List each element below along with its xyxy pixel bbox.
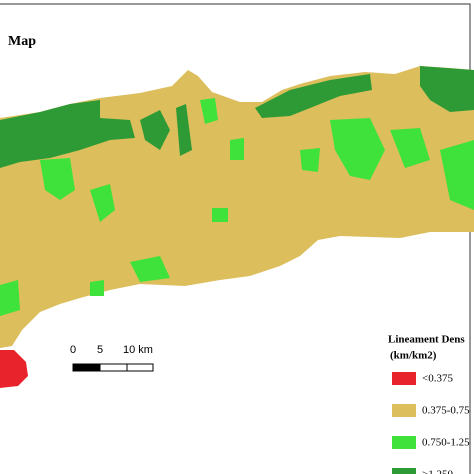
basin <box>0 66 474 388</box>
scale-label: 5 <box>97 344 103 356</box>
dense-zone <box>176 104 192 156</box>
dense-zone <box>420 66 474 112</box>
legend-swatch <box>392 468 416 474</box>
legend-swatch <box>392 404 416 417</box>
legend-title: Lineament Dens <box>388 334 465 346</box>
legend-unit: (km/km2) <box>390 350 437 362</box>
dense-zone <box>140 110 170 150</box>
legend-label: >1.250 <box>422 469 453 474</box>
legend-label: 0.375-0.75 <box>422 405 470 417</box>
legend: Lineament Dens (km/km2) <0.375 0.375-0.75… <box>388 334 470 474</box>
scale-bar-segment <box>73 364 100 371</box>
legend-swatch <box>392 436 416 449</box>
scale-label: 0 <box>70 344 76 356</box>
scale-label: 10 km <box>123 344 153 356</box>
dense-zone <box>255 74 372 118</box>
map-title: Map <box>8 34 36 49</box>
legend-label: 0.750-1.25 <box>422 437 470 449</box>
dense-zone <box>0 100 135 168</box>
legend-label: <0.375 <box>422 373 453 385</box>
scale-bar: 0 5 10 km <box>70 344 154 372</box>
medium-zones <box>0 98 474 316</box>
legend-swatch <box>392 372 416 385</box>
scale-bar-segment <box>99 363 128 372</box>
frame <box>0 3 471 474</box>
low-zone <box>0 350 28 388</box>
